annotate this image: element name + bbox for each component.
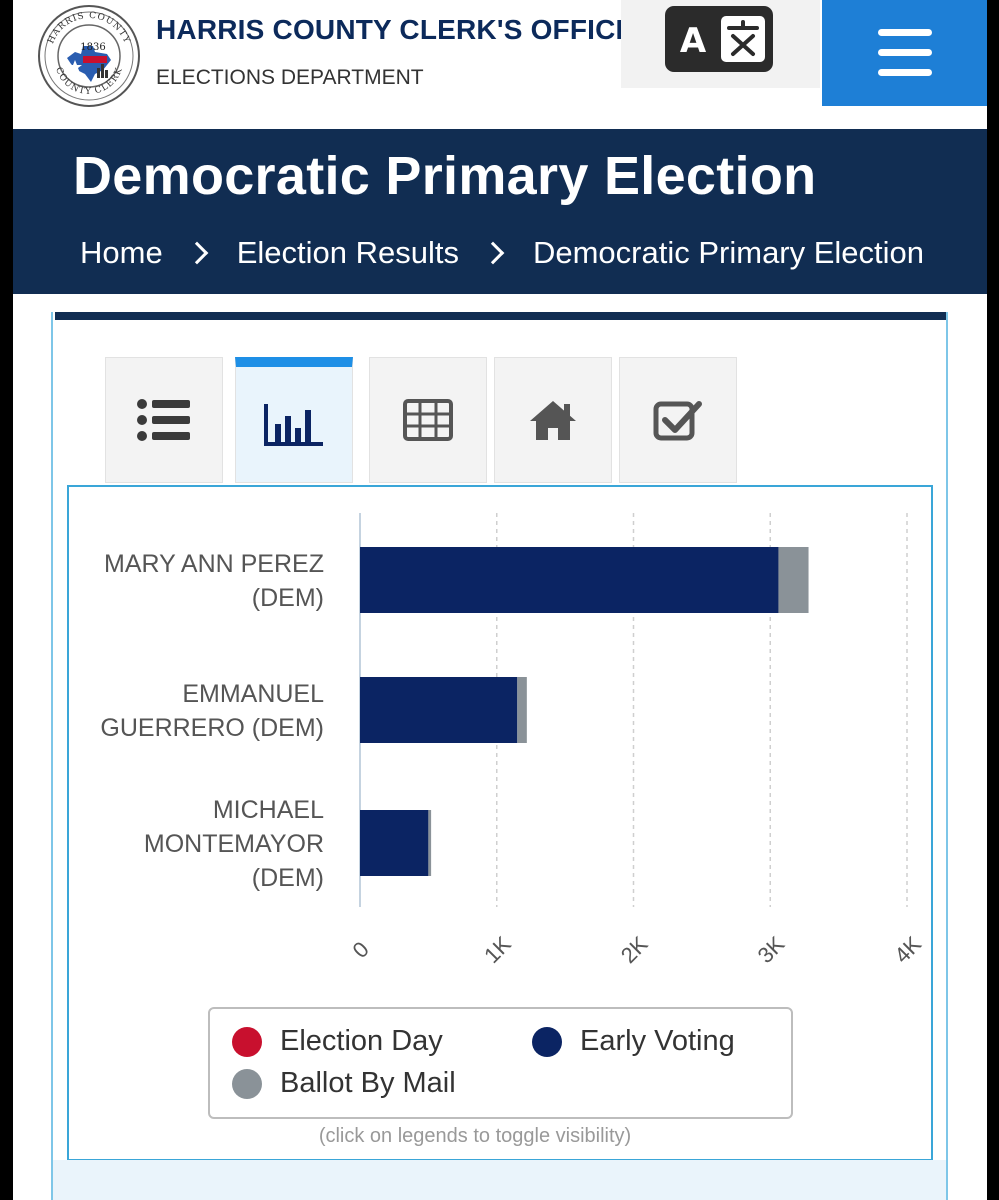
menu-button[interactable] [822, 0, 987, 106]
translate-icon: A [680, 16, 765, 62]
legend-early-voting[interactable]: Early Voting [532, 1025, 735, 1058]
checkbox-icon [653, 401, 702, 441]
org-subtitle: ELECTIONS DEPARTMENT [156, 66, 424, 89]
home-icon [530, 401, 576, 440]
results-card: 0 1K 2K 3K 4K MARY ANN PEREZ (DEM) EMMANUEL GUER… [51, 312, 948, 1200]
legend-label: Election Day [280, 1025, 443, 1057]
translate-button[interactable]: A [665, 6, 773, 72]
bar-ballot-by-mail [517, 677, 527, 743]
tab-summary-view[interactable] [619, 357, 737, 483]
bar-ballot-by-mail [778, 547, 809, 613]
bar-early-voting [360, 547, 779, 613]
page: HARRIS COUNTY COUNTY CLERK 1836 HARRIS C… [13, 0, 987, 1200]
page-banner: Democratic Primary Election Home Electio… [13, 129, 987, 294]
breadcrumb-election-results[interactable]: Election Results [236, 235, 459, 270]
legend-dot [232, 1068, 262, 1099]
results-chart: 0 1K 2K 3K 4K MARY ANN PEREZ (DEM) EMMANUEL GUER… [67, 485, 933, 1161]
bar-chart-icon [264, 403, 323, 446]
card-top-border [55, 312, 946, 320]
tab-district-view[interactable] [494, 357, 612, 483]
legend-hint: (click on legends to toggle visibility) [318, 1125, 632, 1147]
table-icon [403, 399, 453, 441]
x-tick-label: 0 [348, 937, 374, 963]
tab-chart-view[interactable] [235, 357, 353, 483]
chart-legend: Election Day Early Voting Ballot By Mail [208, 1007, 793, 1119]
legend-dot [232, 1026, 262, 1057]
chevron-right-icon [185, 241, 209, 265]
svg-text:1836: 1836 [80, 42, 105, 53]
x-tick-label: 2K [616, 931, 653, 968]
bar-early-voting [360, 677, 518, 743]
translate-area: A [621, 0, 820, 88]
legend-label: Ballot By Mail [280, 1067, 456, 1099]
list-icon [137, 399, 190, 441]
bar-chart: 0 1K 2K 3K 4K MARY ANN PEREZ (DEM) EMMANUEL GUER… [100, 513, 926, 968]
chevron-right-icon [481, 241, 505, 265]
legend-election-day[interactable]: Election Day [232, 1025, 443, 1058]
card-footer-area [53, 1160, 946, 1200]
page-title: Democratic Primary Election [73, 146, 817, 206]
category-label: EMMANUEL GUERRERO (DEM) [100, 680, 324, 742]
category-label: MARY ANN PEREZ (DEM) [104, 550, 324, 612]
x-tick-label: 1K [479, 931, 516, 968]
legend-dot [532, 1026, 562, 1057]
x-tick-label: 3K [753, 931, 790, 968]
tab-table-view[interactable] [369, 357, 487, 483]
legend-ballot-by-mail[interactable]: Ballot By Mail [232, 1067, 456, 1100]
bar-early-voting [360, 810, 429, 876]
breadcrumb: Home Election Results Democratic Primary… [80, 235, 924, 271]
legend-label: Early Voting [580, 1025, 735, 1057]
category-label: MICHAEL MONTEMAYOR (DEM) [144, 796, 324, 892]
x-tick-label: 4K [889, 931, 926, 968]
breadcrumb-home[interactable]: Home [80, 235, 163, 270]
breadcrumb-current: Democratic Primary Election [532, 235, 925, 270]
bar-ballot-by-mail [428, 810, 432, 876]
site-header: HARRIS COUNTY COUNTY CLERK 1836 HARRIS C… [13, 0, 987, 128]
svg-text:A: A [680, 21, 707, 61]
org-title[interactable]: HARRIS COUNTY CLERK'S OFFICE [156, 14, 635, 45]
tab-list-view[interactable] [105, 357, 223, 483]
county-seal-logo[interactable]: HARRIS COUNTY COUNTY CLERK 1836 [37, 4, 141, 108]
